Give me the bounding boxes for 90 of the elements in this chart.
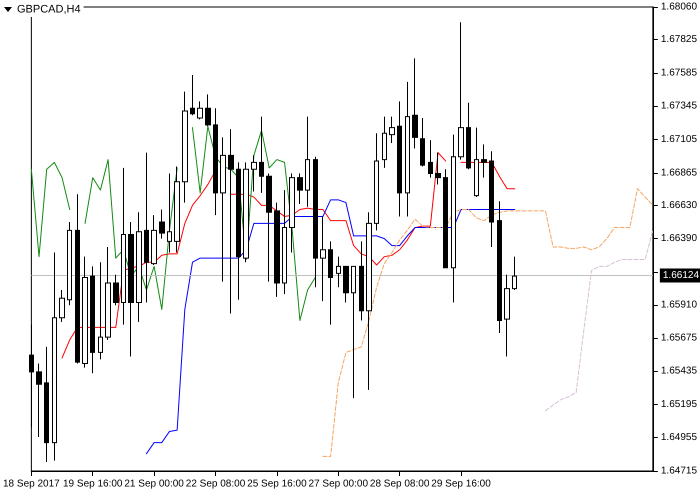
x-tick-label: 25 Sep 16:00: [247, 478, 308, 490]
y-tick-label: 1.65435: [660, 366, 698, 377]
candlestick: [159, 209, 165, 240]
candlestick: [75, 194, 80, 364]
candlestick: [82, 256, 88, 368]
candlestick: [313, 156, 318, 288]
candlestick: [259, 116, 264, 194]
x-tick-label: 19 Sep 16:00: [62, 478, 123, 490]
y-tick-label: 1.66390: [660, 233, 698, 244]
candlestick: [443, 168, 448, 268]
candlestick: [67, 222, 72, 306]
candlestick: [389, 116, 395, 144]
candlestick: [466, 102, 471, 170]
candlestick: [151, 214, 157, 266]
candlestick: [397, 100, 402, 217]
x-tick-label: 22 Sep 08:00: [186, 478, 246, 490]
candlestick: [174, 166, 180, 254]
y-tick-label: 1.68060: [660, 2, 698, 12]
candlestick: [220, 136, 226, 282]
y-tick-label: 1.67825: [660, 34, 698, 46]
candlestick: [451, 134, 456, 303]
candlestick: [236, 162, 241, 300]
candlestick: [90, 266, 95, 374]
candlestick: [343, 266, 349, 303]
y-tick-label: 1.64715: [660, 466, 698, 476]
candlestick: [136, 212, 142, 322]
candlestick: [190, 74, 195, 116]
candlestick: [481, 144, 487, 178]
candlestick: [504, 274, 510, 358]
candlestick: [266, 172, 272, 282]
candlestick: [205, 94, 211, 127]
candlestick: [59, 289, 65, 322]
candlestick: [405, 81, 410, 217]
candlestick: [274, 202, 280, 298]
candlestick: [128, 222, 134, 358]
candlestick: [435, 152, 441, 186]
candlestick: [44, 346, 49, 462]
candlestick: [458, 22, 464, 160]
candlestick: [52, 252, 57, 462]
x-tick-label: 29 Sep 16:00: [431, 478, 492, 490]
candlestick: [289, 172, 295, 254]
candlestick: [243, 162, 249, 263]
y-tick-label: 1.65910: [660, 300, 698, 311]
candlestick: [489, 150, 494, 248]
candlestick: [167, 172, 172, 254]
candlestick: [98, 262, 103, 360]
candlestick: [282, 190, 287, 295]
candlestick: [366, 212, 372, 390]
y-tick-label: 1.65195: [660, 398, 698, 410]
candlestick: [351, 266, 356, 399]
candlestick: [213, 108, 218, 216]
candlestick: [320, 216, 326, 302]
candlestick: [251, 154, 257, 192]
candlestick: [105, 246, 111, 340]
candlestick: [428, 140, 433, 178]
candlestick: [512, 256, 517, 290]
candlestick: [305, 116, 310, 208]
y-tick-label: 1.67345: [660, 100, 698, 112]
y-tick-label: 1.66865: [660, 167, 698, 178]
candlestick: [474, 127, 479, 198]
line-series: [322, 188, 654, 457]
candlestick: [359, 240, 364, 321]
candlestick: [497, 200, 502, 334]
line-series: [544, 230, 654, 412]
candlestick: [197, 100, 203, 120]
y-tick-label: 1.66630: [660, 200, 698, 211]
candlestick: [182, 91, 188, 204]
ref-line-label: 1.66124: [662, 270, 700, 282]
candlestick: [113, 274, 119, 306]
candlestick: [121, 167, 126, 326]
candlestick: [382, 116, 387, 168]
candlestick: [412, 58, 418, 149]
candlestick: [420, 117, 425, 168]
candlestick: [228, 128, 234, 314]
y-tick-label: 1.65675: [660, 332, 698, 344]
candlestick: [336, 256, 341, 288]
y-tick-label: 1.67585: [660, 67, 698, 78]
candlestick: [374, 132, 379, 231]
x-tick-label: 28 Sep 08:00: [370, 478, 430, 490]
line-series: [146, 199, 516, 454]
x-tick-label: 27 Sep 00:00: [308, 478, 368, 490]
x-tick-label: 18 Sep 2017: [3, 478, 60, 490]
candlestick: [328, 240, 333, 326]
y-tick-label: 1.64955: [660, 432, 698, 444]
y-tick-label: 1.67105: [660, 134, 698, 145]
x-tick-label: 21 Sep 00:00: [124, 478, 184, 490]
candlestick: [36, 362, 42, 438]
candlestick: [297, 172, 303, 204]
chart-title: GBPCAD,H4: [17, 4, 81, 16]
candlestick: [144, 152, 149, 303]
